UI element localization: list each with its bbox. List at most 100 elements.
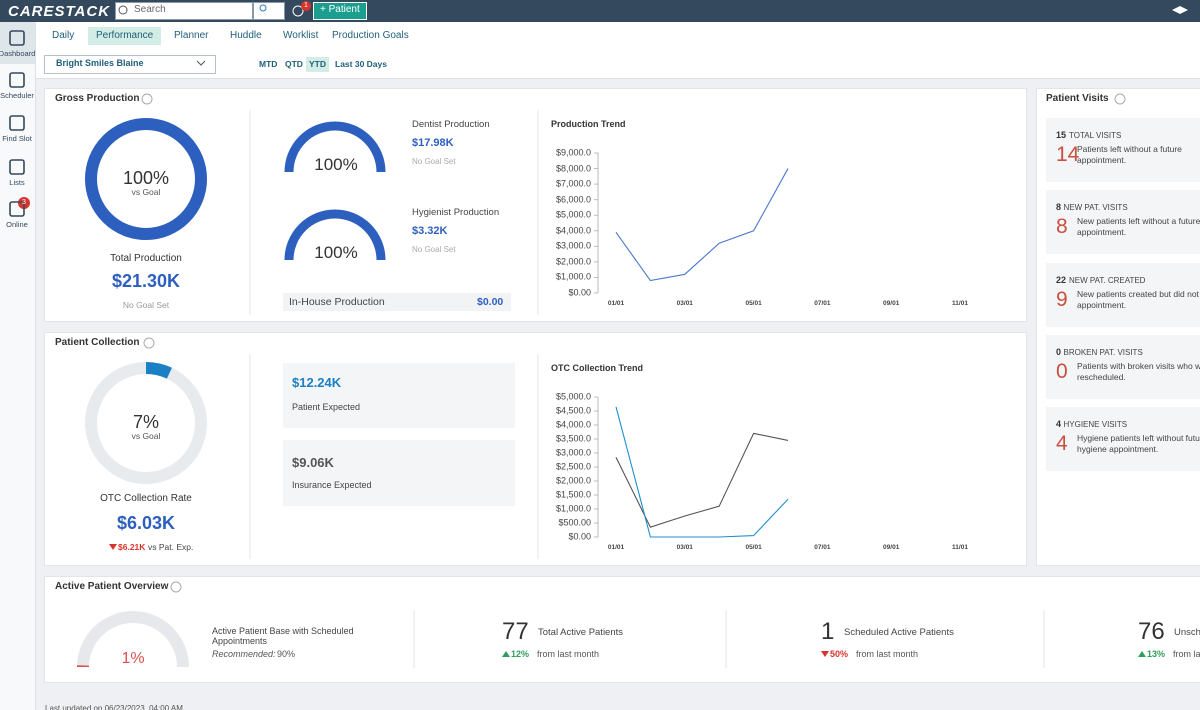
search-placeholder[interactable]: Search [134, 4, 166, 15]
period-filter[interactable]: MTD [259, 59, 278, 69]
card-title: Patient Collection [55, 337, 140, 348]
stat-suffix: from la [1173, 649, 1200, 659]
insurance-expected-box [283, 440, 515, 506]
sidebar-label[interactable]: Online [6, 220, 28, 229]
nav-area [36, 22, 1200, 79]
gauge-value: 7% [132, 412, 160, 432]
amount: $9.06K [292, 455, 334, 470]
amount: $3.32K [412, 225, 448, 237]
stat-change: 13% [1147, 649, 1166, 659]
label: 90% [277, 649, 296, 659]
sidebar-label[interactable]: Lists [9, 178, 25, 187]
gross-production-card [44, 88, 1027, 322]
visit-label: TOTAL VISITS [1069, 131, 1122, 140]
amount: $0.00 [477, 296, 504, 308]
nav-tab[interactable]: Production Goals [332, 30, 409, 41]
y-tick-label: $3,000.0 [555, 240, 591, 251]
nav-tab[interactable]: Daily [52, 30, 75, 41]
amount: $17.98K [412, 137, 454, 149]
card-title: Active Patient Overview [55, 581, 169, 592]
label: Total Production [110, 253, 182, 264]
x-tick-label: 07/01 [814, 300, 831, 307]
visit-count: 8 [1056, 202, 1062, 213]
y-tick-label: $3,500.0 [555, 433, 591, 444]
nav-tab[interactable]: Huddle [230, 30, 262, 41]
amount: $6.21K [118, 542, 146, 552]
label: OTC Collection Rate [100, 493, 192, 504]
trend-arrow [502, 651, 510, 657]
new-patient-label[interactable]: + Patient [320, 4, 360, 15]
location-select[interactable] [44, 55, 216, 74]
x-tick-label: 01/01 [607, 300, 625, 307]
stat-number: 76 [1138, 618, 1165, 645]
trend-arrow [1138, 651, 1146, 657]
x-tick-label: 07/01 [814, 544, 831, 551]
notification-count: 1 [304, 2, 308, 9]
y-tick-label: $1,000.0 [555, 503, 591, 514]
visit-description: Patients with broken visits who w [1077, 360, 1200, 371]
label: No Goal Set [122, 300, 170, 310]
visit-label: NEW PAT. CREATED [1069, 275, 1146, 285]
location-name[interactable]: Bright Smiles Blaine [56, 58, 144, 68]
stat-label: Scheduled Active Patients [844, 627, 954, 638]
period-filter[interactable]: QTD [285, 59, 303, 69]
nav-tab[interactable]: Planner [174, 30, 209, 41]
label: vs Goal [131, 187, 161, 197]
visit-number: 0 [1056, 359, 1068, 383]
sidebar-label[interactable]: Find Slot [2, 134, 32, 143]
nav-tab[interactable]: Worklist [283, 30, 319, 41]
user-filter[interactable] [253, 2, 285, 20]
y-tick-label: $7,000.0 [555, 178, 591, 189]
visit-number: 9 [1056, 287, 1068, 311]
active-patient-card [44, 576, 1200, 683]
visit-tile [1046, 118, 1200, 182]
x-tick-label: 03/01 [676, 300, 693, 307]
visit-label: HYGIENE VISITS [1063, 420, 1128, 430]
gauge-value: 100% [314, 243, 358, 262]
chart-title: Production Trend [551, 119, 626, 129]
trend-arrow [821, 651, 829, 657]
stat-number: 77 [502, 618, 529, 645]
y-tick-label: $2,500.0 [555, 461, 591, 472]
amount: $6.03K [116, 513, 176, 533]
gauge-value: 100% [314, 155, 358, 174]
visit-description: New patients left without a future [1077, 216, 1200, 227]
badge-count: 3 [22, 199, 26, 206]
visit-description: Patients left without a future [1077, 144, 1182, 154]
stat-change: 50% [830, 649, 849, 659]
label: Active Patient Base with Scheduled Appoi… [212, 626, 354, 647]
y-tick-label: $1,500.0 [555, 489, 591, 500]
new-patient-button[interactable] [313, 2, 367, 20]
visit-description: appointment. [1077, 227, 1127, 238]
stat-suffix: from last month [537, 649, 600, 659]
y-tick-label: $500.00 [558, 517, 591, 528]
y-tick-label: $1,000.0 [555, 271, 591, 282]
y-tick-label: $4,000.0 [555, 225, 591, 236]
label: vs Pat. Exp. [148, 542, 194, 552]
search-box[interactable] [115, 2, 253, 20]
period-filter[interactable]: YTD [306, 57, 329, 72]
patient-expected-box [283, 363, 515, 428]
nav-tab[interactable]: Performance [88, 27, 162, 45]
visit-description: appointment. [1077, 155, 1127, 165]
sidebar-label[interactable]: Dashboard [0, 49, 36, 58]
y-tick-label: $9,000.0 [555, 147, 591, 158]
visit-label: NEW PAT. VISITS [1063, 203, 1128, 213]
period-filter[interactable]: Last 30 Days [335, 59, 387, 69]
visit-description: hygiene appointment. [1077, 444, 1159, 455]
label: Hygienist Production [412, 207, 500, 218]
x-tick-label: 11/01 [952, 544, 968, 551]
label: vs Goal [131, 431, 161, 441]
y-tick-label: $4,000.0 [555, 419, 591, 430]
trend-arrow [109, 544, 117, 550]
sidebar-label[interactable]: Scheduler [0, 91, 34, 100]
patient-collection-card [44, 332, 1027, 566]
y-tick-label: $2,000.0 [555, 256, 591, 267]
y-tick-label: $4,500.0 [555, 405, 591, 416]
stat-change: 12% [511, 649, 530, 659]
label: No Goal Set [412, 245, 456, 254]
visit-description: New patients created but did not [1077, 288, 1199, 299]
last-updated: Last updated on 06/23/2023, 04:00 AM [45, 704, 183, 710]
logo: CARESTACK [8, 3, 111, 20]
visit-number: 8 [1056, 215, 1068, 239]
